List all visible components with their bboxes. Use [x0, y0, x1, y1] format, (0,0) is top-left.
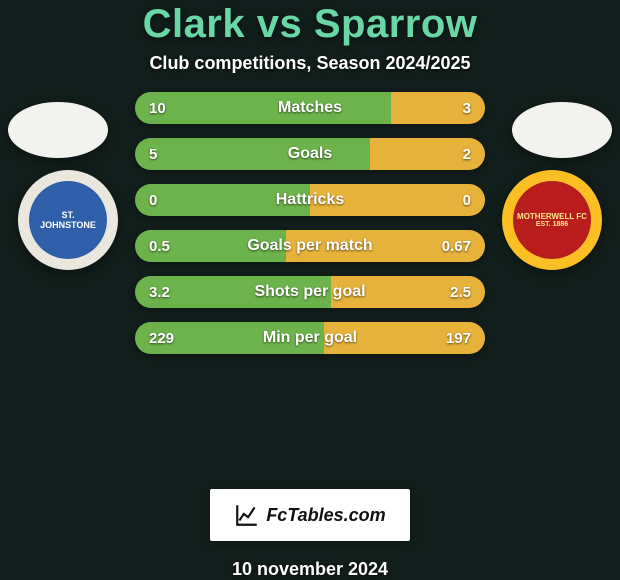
player-left-photo: [8, 102, 108, 158]
page-title: Clark vs Sparrow: [143, 2, 478, 47]
subtitle: Club competitions, Season 2024/2025: [149, 53, 470, 74]
stat-value-left: 0: [149, 184, 157, 216]
club-right-crest-inner: MOTHERWELL FC EST. 1886: [513, 181, 591, 259]
stat-bar: 229197Min per goal: [135, 322, 485, 354]
club-right-crest: MOTHERWELL FC EST. 1886: [502, 170, 602, 270]
player-right-name: Sparrow: [314, 2, 478, 46]
infographic: Clark vs Sparrow Club competitions, Seas…: [0, 0, 620, 580]
club-left-name: ST. JOHNSTONE: [33, 210, 103, 230]
vs-label: vs: [257, 2, 303, 46]
stat-value-right: 0: [463, 184, 471, 216]
stat-bar-fill-left: [135, 184, 310, 216]
brand-chart-icon: [234, 502, 260, 528]
stat-bar-fill-left: [135, 138, 370, 170]
stat-bar-fill-left: [135, 92, 391, 124]
comparison-stage: ST. JOHNSTONE MOTHERWELL FC EST. 1886 10…: [0, 92, 620, 481]
stat-bar-fill-right: [310, 184, 485, 216]
stat-value-right: 0.67: [442, 230, 471, 262]
stat-bar: 0.50.67Goals per match: [135, 230, 485, 262]
stat-bar-list: 103Matches52Goals00Hattricks0.50.67Goals…: [135, 92, 485, 354]
date-label: 10 november 2024: [232, 559, 388, 580]
player-left-name: Clark: [143, 2, 246, 46]
stat-value-left: 229: [149, 322, 174, 354]
stat-bar: 00Hattricks: [135, 184, 485, 216]
stat-value-left: 10: [149, 92, 166, 124]
club-right-name: MOTHERWELL FC: [517, 212, 587, 221]
stat-value-right: 2: [463, 138, 471, 170]
stat-bar: 103Matches: [135, 92, 485, 124]
club-left-crest-inner: ST. JOHNSTONE: [29, 181, 107, 259]
stat-value-left: 0.5: [149, 230, 170, 262]
stat-value-right: 197: [446, 322, 471, 354]
stat-value-left: 5: [149, 138, 157, 170]
stat-value-right: 2.5: [450, 276, 471, 308]
player-right-photo: [512, 102, 612, 158]
club-left-crest: ST. JOHNSTONE: [18, 170, 118, 270]
stat-value-left: 3.2: [149, 276, 170, 308]
brand-badge[interactable]: FcTables.com: [210, 489, 410, 541]
stat-bar: 3.22.5Shots per goal: [135, 276, 485, 308]
stat-value-right: 3: [463, 92, 471, 124]
club-right-year: EST. 1886: [536, 221, 568, 228]
stat-bar: 52Goals: [135, 138, 485, 170]
brand-text: FcTables.com: [266, 505, 385, 526]
